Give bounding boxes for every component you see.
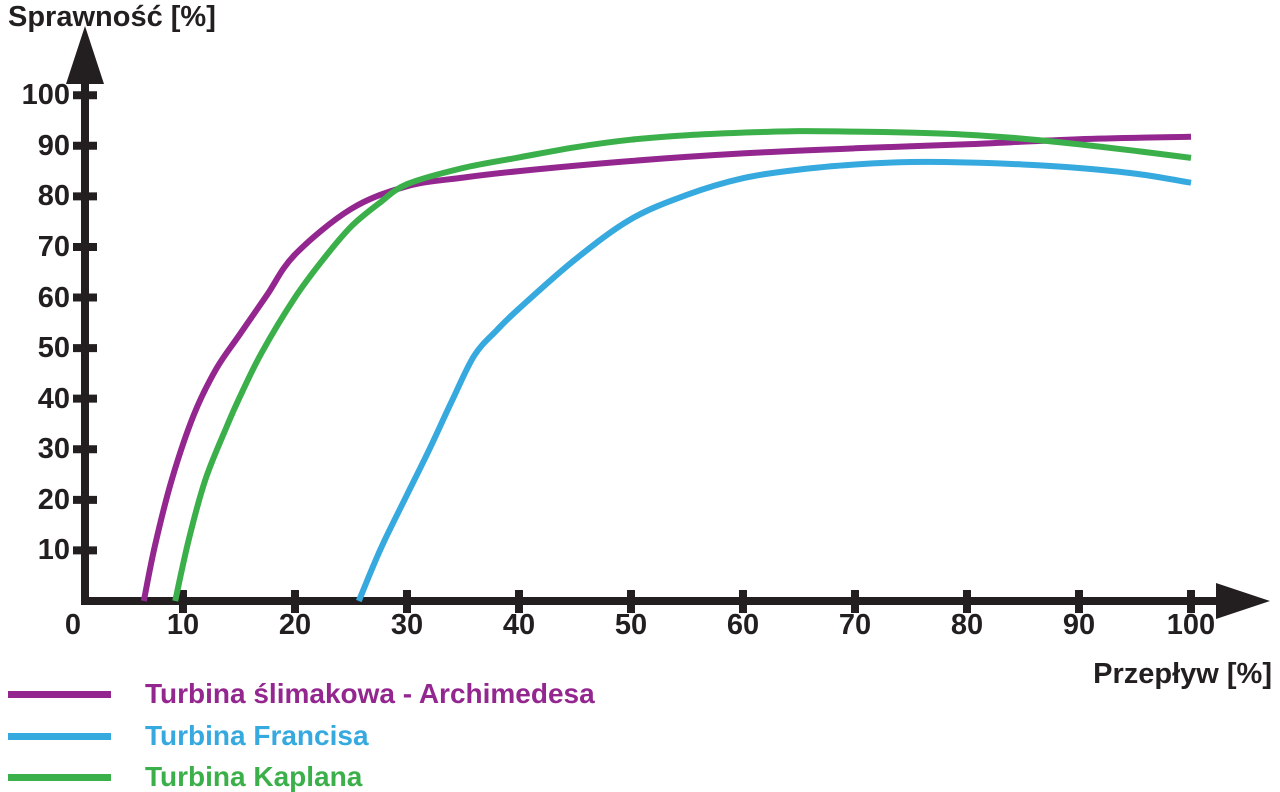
x-axis-arrowhead-icon (1216, 583, 1270, 619)
legend-line-swatch (8, 773, 111, 781)
y-tick-label: 50 (37, 332, 70, 365)
x-axis-title: Przepływ [%] (1093, 658, 1272, 690)
legend-label: Turbina Francisa (145, 720, 369, 751)
x-tick-label: 30 (390, 609, 424, 641)
origin-tick-label: 0 (64, 609, 82, 641)
y-tick-label: 30 (37, 433, 70, 466)
legend-item-archimedes: Turbina ślimakowa - Archimedesa (8, 673, 595, 715)
y-tick-label: 100 (21, 79, 70, 112)
legend-item-francis: Turbina Francisa (8, 715, 369, 757)
series-curve-2 (172, 128, 1192, 602)
legend-line-swatch (8, 690, 111, 698)
x-tick-label: 80 (950, 609, 984, 641)
y-tick-label: 60 (37, 281, 70, 314)
legend-line-swatch (8, 732, 111, 740)
y-axis-arrowhead-icon (66, 26, 104, 84)
y-tick-label: 20 (37, 483, 70, 516)
y-tick-label: 80 (37, 180, 70, 213)
x-tick-label: 50 (614, 609, 648, 641)
x-tick-label: 100 (1166, 609, 1216, 641)
y-tick-label: 70 (37, 230, 70, 263)
series-curves (140, 128, 1192, 603)
legend-label: Turbina ślimakowa - Archimedesa (145, 678, 595, 709)
y-axis-title: Sprawność [%] (8, 1, 216, 33)
x-tick-label: 40 (502, 609, 536, 641)
y-tick-label: 40 (37, 382, 70, 415)
tick-marks (73, 91, 1195, 613)
y-tick-label: 10 (37, 534, 70, 567)
x-tick-label: 10 (166, 609, 200, 641)
series-curve-1 (356, 158, 1192, 603)
y-tick-label: 90 (37, 129, 70, 162)
legend-item-kaplan: Turbina Kaplana (8, 756, 362, 792)
legend-label: Turbina Kaplana (145, 761, 363, 792)
x-tick-label: 70 (838, 609, 872, 641)
x-tick-label: 20 (278, 609, 312, 641)
x-tick-label: 60 (726, 609, 760, 641)
x-tick-label: 90 (1062, 609, 1096, 641)
series-curve-0 (140, 133, 1192, 602)
